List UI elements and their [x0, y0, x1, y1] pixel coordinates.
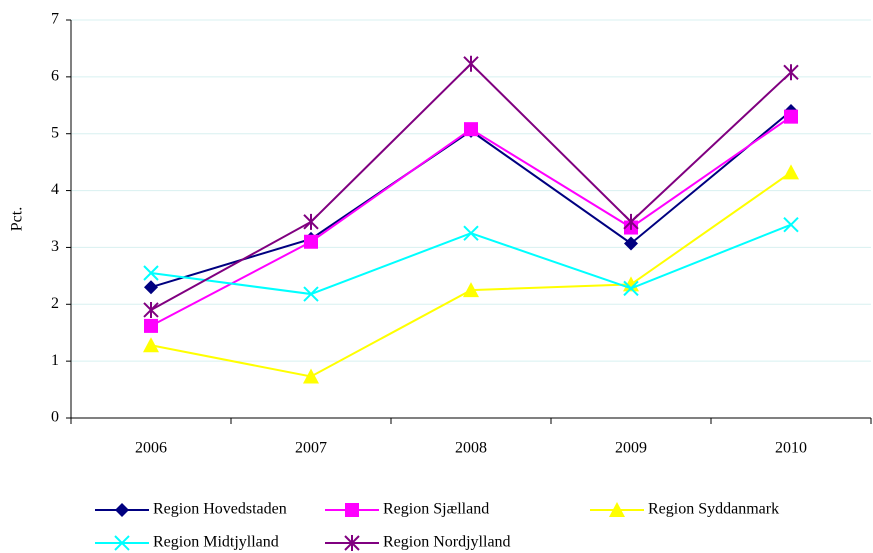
y-tick-label: 3: [51, 238, 59, 255]
marker: [624, 236, 638, 251]
marker: [303, 368, 319, 384]
y-tick-label: 1: [51, 352, 59, 369]
marker: [783, 64, 799, 81]
marker: [345, 503, 359, 517]
legend-label: Region Hovedstaden: [153, 501, 287, 518]
series: [143, 216, 799, 302]
legend-label: Region Syddanmark: [648, 501, 779, 518]
marker: [303, 286, 319, 302]
marker: [344, 535, 360, 551]
series: [144, 109, 798, 333]
marker: [623, 280, 639, 297]
legend-label: Region Nordjylland: [383, 534, 511, 551]
y-axis-label: Pct.: [9, 207, 26, 231]
marker: [463, 55, 479, 72]
series: [143, 55, 799, 318]
marker: [304, 234, 318, 249]
marker: [143, 265, 159, 281]
line: [150, 62, 792, 311]
marker: [783, 164, 799, 180]
y-tick-label: 2: [51, 295, 59, 312]
marker: [463, 282, 479, 298]
marker: [609, 502, 625, 517]
marker: [303, 213, 319, 230]
marker: [115, 503, 129, 517]
y-tick-label: 4: [51, 181, 59, 198]
legend-label: Region Midtjylland: [153, 534, 279, 551]
y-tick-label: 0: [51, 409, 59, 426]
marker: [783, 216, 799, 233]
marker: [143, 337, 159, 353]
marker: [144, 318, 158, 333]
series: [143, 164, 799, 384]
marker: [143, 301, 159, 318]
x-tick-label: 2006: [135, 440, 167, 457]
x-tick-label: 2008: [455, 440, 487, 457]
y-tick-label: 6: [51, 68, 59, 85]
y-tick-label: 5: [51, 124, 59, 141]
marker: [464, 122, 478, 137]
y-tick-label: 7: [51, 11, 59, 28]
x-tick-label: 2010: [775, 440, 807, 457]
marker: [623, 213, 639, 230]
marker: [114, 535, 130, 551]
legend-label: Region Sjælland: [383, 501, 489, 518]
marker: [144, 280, 158, 295]
marker: [463, 225, 479, 241]
x-tick-label: 2007: [295, 440, 327, 457]
x-tick-label: 2009: [615, 440, 647, 457]
marker: [784, 109, 798, 124]
